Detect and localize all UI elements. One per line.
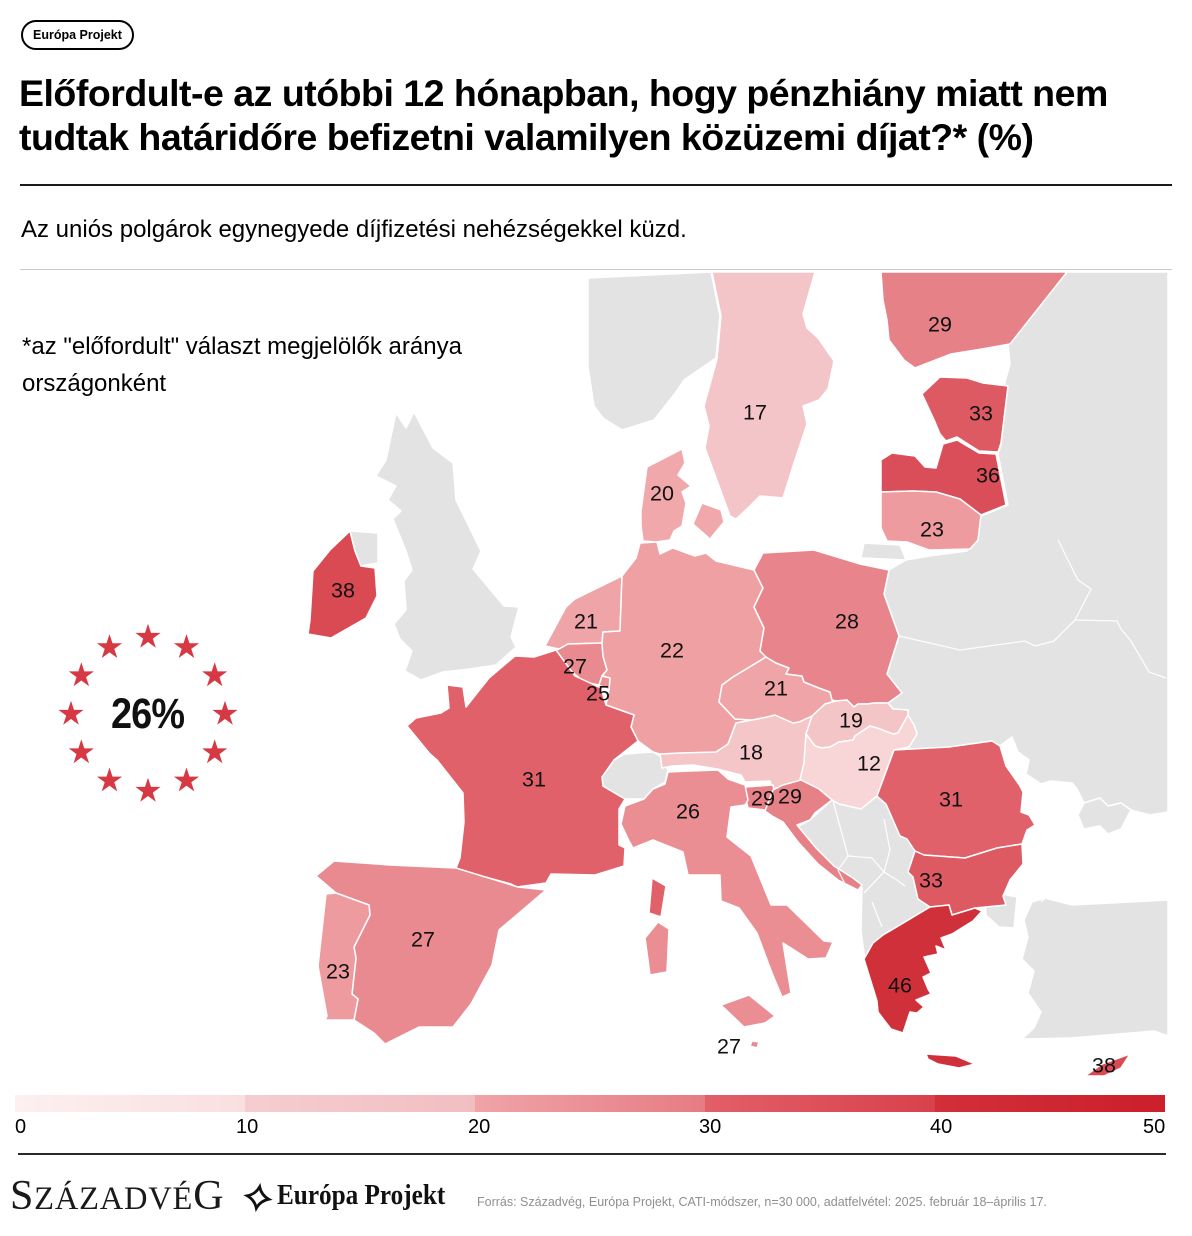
svg-text:28: 28 [835, 610, 859, 634]
svg-text:25: 25 [586, 682, 610, 706]
svg-text:38: 38 [331, 579, 355, 603]
svg-text:29: 29 [928, 313, 952, 337]
svg-text:19: 19 [839, 709, 863, 733]
svg-text:27: 27 [717, 1035, 741, 1059]
svg-text:21: 21 [764, 677, 788, 701]
svg-text:33: 33 [969, 402, 993, 426]
svg-text:21: 21 [574, 610, 598, 634]
svg-text:27: 27 [411, 928, 435, 952]
svg-text:22: 22 [660, 639, 684, 663]
svg-text:31: 31 [522, 768, 546, 792]
svg-text:17: 17 [743, 401, 767, 425]
svg-text:38: 38 [1092, 1054, 1116, 1078]
svg-text:31: 31 [939, 788, 963, 812]
svg-text:26: 26 [676, 800, 700, 824]
svg-text:23: 23 [920, 518, 944, 542]
svg-text:12: 12 [857, 752, 881, 776]
svg-text:27: 27 [563, 655, 587, 679]
svg-text:36: 36 [976, 464, 1000, 488]
svg-text:18: 18 [739, 741, 763, 765]
svg-text:46: 46 [888, 974, 912, 998]
svg-text:20: 20 [650, 482, 674, 506]
svg-text:29: 29 [751, 787, 775, 811]
svg-text:29: 29 [778, 785, 802, 809]
svg-text:23: 23 [326, 960, 350, 984]
svg-text:33: 33 [919, 869, 943, 893]
